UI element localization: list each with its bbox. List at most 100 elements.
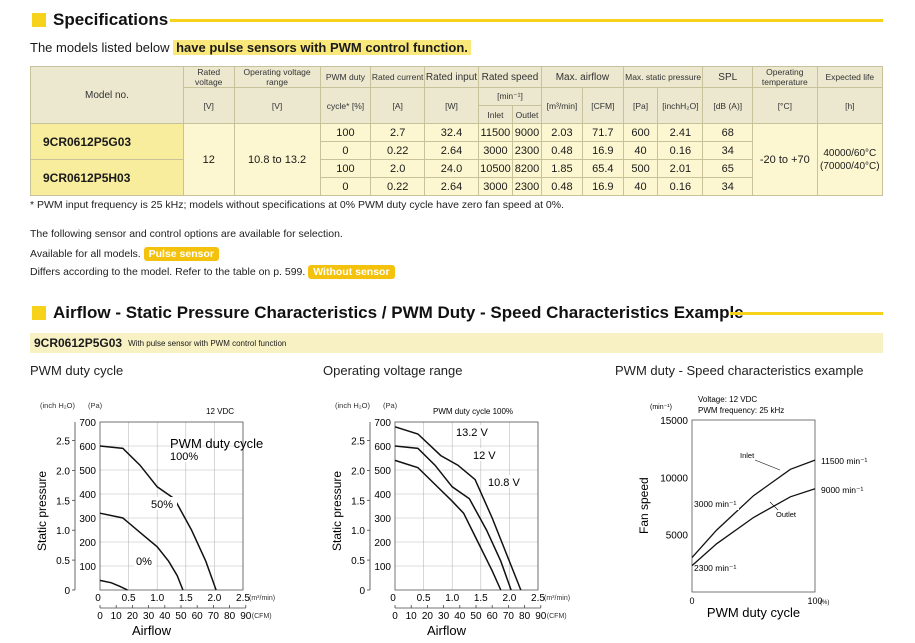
chart3-note-voltage: Voltage: 12 VDC	[698, 395, 757, 404]
airflow-m3-cell: 1.85	[541, 159, 583, 178]
chart3-series-line	[691, 488, 816, 567]
current-cell: 0.22	[370, 141, 426, 160]
chart1-ytick-pa: 400	[79, 490, 96, 501]
unit-pwm: cycle* [%]	[319, 87, 372, 124]
temp-value: -20 to +70	[752, 123, 818, 196]
chart2-xtick-cfm: 80	[519, 611, 531, 622]
chart2-xtick-cfm: 90	[535, 611, 547, 622]
spl-cell: 68	[702, 123, 754, 142]
chart2-xtick-cfm: 10	[406, 611, 418, 622]
chart1-xtick-cfm: 40	[159, 611, 171, 622]
chart2-ylabel: Static pressure	[330, 471, 344, 551]
chart2-ytick-pa: 600	[374, 442, 391, 453]
chart2-label-bg	[454, 425, 488, 438]
differs-label: Differs according to the model. Refer to…	[30, 266, 306, 278]
chart1-xtick-cfm: 30	[143, 611, 155, 622]
chart1-label-0: 0%	[136, 556, 152, 568]
chart2-series-line	[394, 426, 522, 591]
chart2-x-unit-cfm: (CFM)	[547, 613, 567, 620]
chart1-ytick-inch: 1.5	[56, 496, 70, 507]
chart2-ytick-inch: 2.0	[351, 466, 365, 477]
chart3-note-freq: PWM frequency: 25 kHz	[698, 406, 784, 415]
chart3-outlet-label: Outlet	[776, 510, 797, 519]
chart1-ytick-pa: 700	[79, 418, 96, 429]
outlet-cell: 8200	[511, 159, 543, 178]
model-name: 9CR0612P5H03	[30, 159, 184, 196]
chart1-xtick-cfm: 60	[192, 611, 204, 622]
chart2-xtick-cfm: 70	[503, 611, 515, 622]
chart1-xtick-cfm: 70	[208, 611, 220, 622]
chart1-x-unit-m3: (m³/min)	[249, 595, 275, 602]
chart1-series-line	[99, 512, 184, 591]
chart1-xtick-m3: 2.5	[236, 593, 250, 604]
unit-current: [A]	[370, 87, 426, 124]
chart2-series-line	[394, 445, 512, 591]
chart2-label-bg	[486, 475, 522, 488]
chart1-label-bg	[149, 497, 177, 510]
chart-model-bar: 9CR0612P5G03 With pulse sensor with PWM …	[30, 333, 883, 353]
chart2-ytick-pa: 400	[374, 490, 391, 501]
chart1-ytick-inch: 2.5	[56, 437, 70, 448]
pressure-inch-cell: 2.41	[657, 123, 704, 142]
options-line: The following sensor and control options…	[30, 228, 343, 240]
chart2-xlabel: Airflow	[427, 623, 467, 638]
header-input: Rated input	[424, 66, 479, 88]
chart1-xtick-m3: 2.0	[207, 593, 221, 604]
footnote: * PWM input frequency is 25 kHz; models …	[30, 199, 564, 211]
chart1-xtick-cfm: 50	[175, 611, 187, 622]
header-temp: Operating temperature	[752, 66, 818, 88]
chart3-end-label: 9000 min⁻¹	[821, 485, 863, 495]
chart3-inlet-leader	[754, 459, 781, 471]
chart2-xtick-cfm: 30	[438, 611, 450, 622]
op-voltage-value: 10.8 to 13.2	[233, 123, 321, 196]
chart1-xtick-cfm: 0	[97, 611, 103, 622]
airflow-m3-cell: 2.03	[541, 123, 583, 142]
chart3-ytick: 5000	[666, 531, 689, 542]
chart1-ylabel: Static pressure	[35, 471, 49, 551]
chart2-x-unit-m3: (m³/min)	[544, 595, 570, 602]
chart1-frame	[99, 421, 244, 591]
unit-pressure-pa: [Pa]	[622, 87, 659, 124]
spl-cell: 65	[702, 159, 754, 178]
heading-marker	[32, 306, 46, 320]
inlet-cell: 3000	[477, 177, 513, 196]
unit-rated-voltage: [V]	[182, 87, 235, 124]
pwm-cell: 0	[319, 177, 372, 196]
airflow-m3-cell: 0.48	[541, 177, 583, 196]
chart-model-name: 9CR0612P5G03	[34, 336, 123, 350]
chart1-series-line	[99, 579, 128, 591]
chart1-ytick-inch: 0	[64, 586, 70, 597]
chart3-ytick: 10000	[660, 473, 688, 484]
intro-highlight: have pulse sensors with PWM control func…	[173, 40, 471, 55]
chart2-ytick-pa: 500	[374, 466, 391, 477]
chart1-xtick-cfm: 20	[127, 611, 139, 622]
chart3-series-line	[691, 459, 816, 559]
life-value: 40000/60°C (70000/40°C)	[816, 123, 884, 196]
pulse-sensor-badge: Pulse sensor	[143, 247, 219, 261]
chart3-y-unit: (min⁻¹)	[650, 404, 672, 411]
chart1-xtick-cfm: 10	[111, 611, 123, 622]
chart1-ytick-inch: 2.0	[56, 466, 70, 477]
current-cell: 2.0	[370, 159, 426, 178]
chart1-xtick-cfm: 90	[240, 611, 252, 622]
chart3-xlabel: PWM duty cycle	[707, 605, 800, 620]
header-speed: Rated speed	[477, 66, 543, 88]
model-name: 9CR0612P5G03	[30, 123, 184, 160]
chart2-xtick-m3: 1.0	[445, 593, 459, 604]
chart2-note: PWM duty cycle 100%	[433, 407, 513, 416]
unit-op-voltage: [V]	[233, 87, 321, 124]
pwm-cell: 0	[319, 141, 372, 160]
chart3-xtick: 100	[807, 596, 822, 606]
chart3-x-unit: (%)	[820, 600, 829, 606]
chart2-xtick-cfm: 40	[454, 611, 466, 622]
specifications-heading: Specifications	[32, 9, 168, 31]
table-row: 9CR0612P5H03 100 2.0 24.0 10500 8200 1.8…	[30, 159, 883, 196]
chart3-title: PWM duty - Speed characteristics example	[615, 363, 864, 378]
table-row: 0 0.22 2.64 3000 2300 0.48 16.9 40 0.16 …	[31, 177, 883, 196]
chart2-xtick-cfm: 0	[392, 611, 398, 622]
chart2-ytick-inch: 1.5	[351, 496, 365, 507]
chart2-ytick-inch: 0.5	[351, 556, 365, 567]
spl-cell: 34	[702, 141, 754, 160]
chart3-end-label: 11500 min⁻¹	[821, 456, 868, 466]
chart2-ytick-pa: 700	[374, 418, 391, 429]
